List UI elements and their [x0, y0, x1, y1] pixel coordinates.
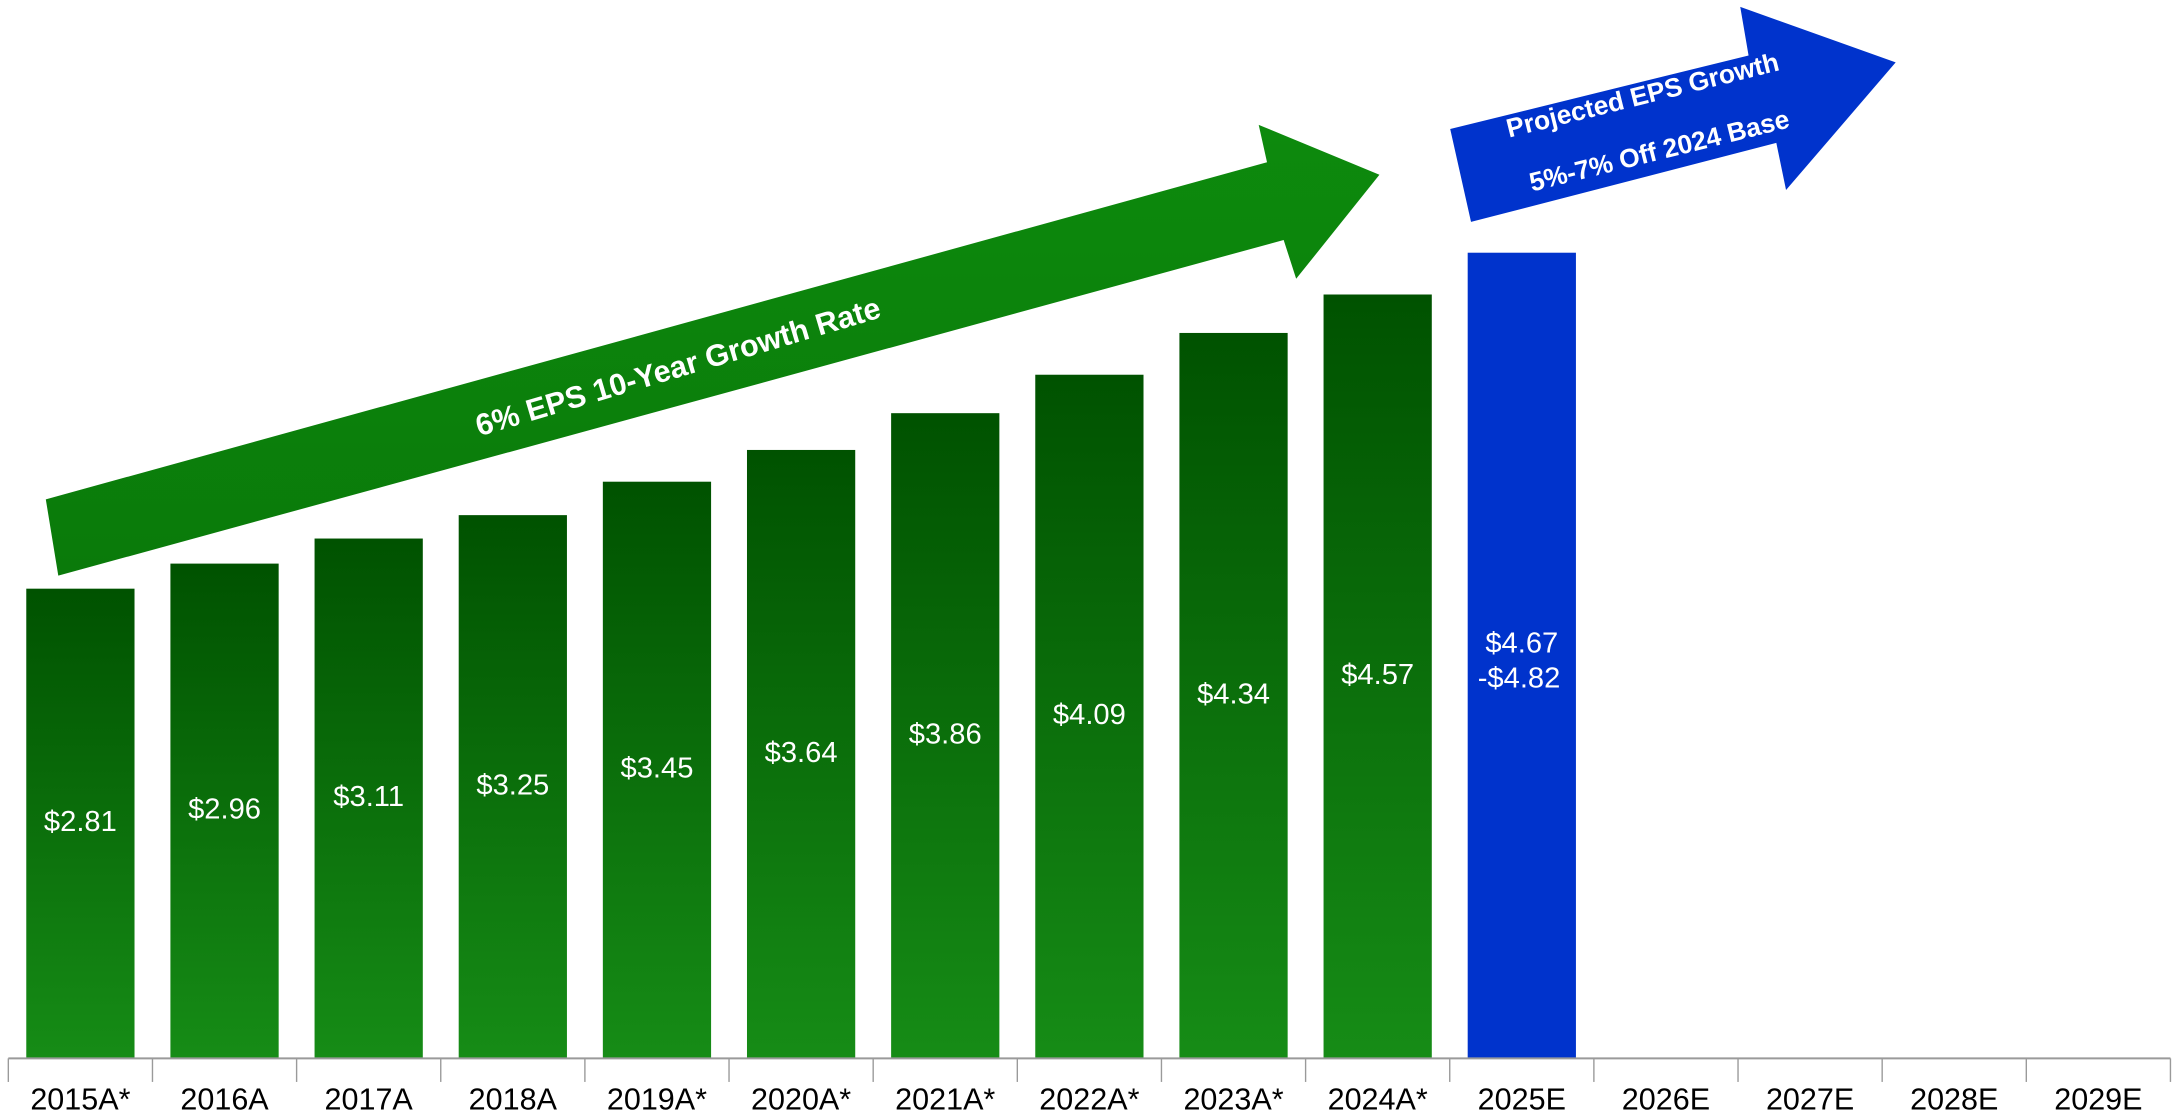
bar — [891, 413, 1000, 1059]
value-label: $3.86 — [909, 718, 982, 750]
x-tick-label: 2024A* — [1328, 1082, 1428, 1116]
bar — [170, 563, 279, 1059]
value-label: $4.09 — [1053, 699, 1126, 731]
value-label: $3.45 — [621, 753, 694, 785]
bar — [458, 515, 567, 1059]
projection-arrow — [1450, 6, 1896, 222]
value-label: $4.57 — [1341, 659, 1414, 691]
bar — [602, 481, 712, 1059]
x-tick-label: 2023A* — [1183, 1082, 1283, 1116]
value-label: -$4.82 — [1478, 662, 1561, 694]
growth-arrow — [45, 124, 1380, 576]
value-label: $4.67 — [1485, 628, 1558, 660]
value-label: $2.81 — [44, 806, 117, 838]
x-tick-label: 2018A — [469, 1082, 558, 1116]
x-tick-label: 2019A* — [607, 1082, 707, 1116]
x-tick-label: 2017A — [325, 1082, 414, 1116]
x-tick-label: 2029E — [2054, 1082, 2142, 1116]
bar — [1035, 374, 1144, 1059]
bar — [314, 538, 423, 1059]
x-tick-label: 2021A* — [895, 1082, 995, 1116]
bar — [1467, 252, 1576, 1059]
x-tick-label: 2016A — [180, 1082, 269, 1116]
bar — [1323, 294, 1432, 1059]
x-tick-label: 2026E — [1622, 1082, 1710, 1116]
x-tick-label: 2015A* — [30, 1082, 130, 1116]
value-label: $2.96 — [188, 794, 261, 826]
x-tick-label: 2022A* — [1039, 1082, 1139, 1116]
x-tick-label: 2020A* — [751, 1082, 851, 1116]
x-tick-label: 2025E — [1478, 1082, 1566, 1116]
value-label: $4.34 — [1197, 678, 1270, 710]
value-label: $3.64 — [765, 737, 838, 769]
value-label: $3.11 — [333, 781, 404, 813]
bar — [1179, 332, 1288, 1059]
x-tick-label: 2027E — [1766, 1082, 1854, 1116]
bar — [746, 449, 856, 1059]
bar — [26, 588, 135, 1059]
bars — [26, 252, 1576, 1059]
x-tick-label: 2028E — [1910, 1082, 1998, 1116]
value-label: $3.25 — [476, 769, 549, 801]
